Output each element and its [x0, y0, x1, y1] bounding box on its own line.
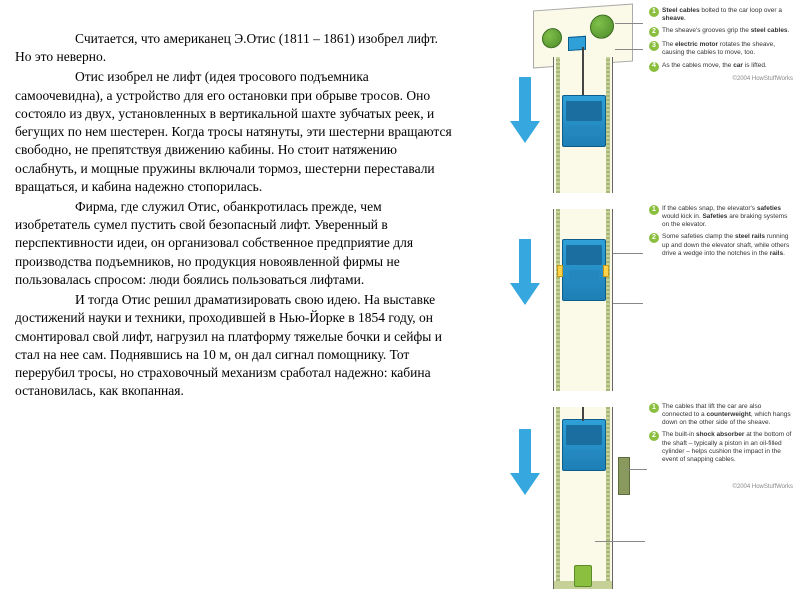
bullet-icon: 1: [649, 205, 659, 215]
paragraph-1: Считается, что американец Э.Отис (1811 –…: [15, 30, 455, 66]
lead-line: [615, 49, 643, 50]
elevator-shaft: [553, 209, 613, 391]
shaft-rail-left: [556, 407, 560, 589]
bullet-icon: 2: [649, 233, 659, 243]
elevator-shaft: [553, 57, 613, 193]
paragraph-3: Фирма, где служил Отис, обанкротилась пр…: [15, 198, 455, 289]
bullet-icon: 4: [649, 62, 659, 72]
elevator-car: [562, 419, 606, 471]
copyright-text: ©2004 HowStuffWorks: [649, 484, 793, 492]
shaft-rail-right: [606, 57, 610, 193]
note-text: The cables that lift the car are also co…: [662, 403, 793, 427]
shaft-rail-right: [606, 407, 610, 589]
panel-3-notes: 1The cables that lift the car are also c…: [649, 401, 795, 595]
paragraph-2: Отис изобрел не лифт (идея тросового под…: [15, 68, 455, 196]
elevator-shaft: [553, 407, 613, 589]
lead-line: [613, 303, 643, 304]
copyright-text: ©2004 HowStuffWorks: [649, 76, 793, 84]
article-text: Считается, что американец Э.Отис (1811 –…: [0, 0, 465, 600]
panel-1-notes: 1Steel cables bolted to the car loop ove…: [649, 5, 795, 199]
elevator-illustration-1: [465, 5, 645, 199]
lead-line: [627, 469, 647, 470]
motor-wheel-icon: [590, 14, 614, 40]
note-text: As the cables move, the car is lifted.: [662, 62, 767, 72]
note-text: The electric motor rotates the sheave, c…: [662, 41, 793, 57]
note-text: Some safeties clamp the steel rails runn…: [662, 233, 793, 257]
note-text: The sheave's grooves grip the steel cabl…: [662, 27, 789, 37]
steel-cables: [582, 407, 584, 421]
lead-line: [595, 541, 645, 542]
arrow-down-icon: [510, 77, 540, 147]
diagram-panel-2: 1If the cables snap, the elevator's safe…: [465, 203, 795, 397]
safety-clamp-icon: [557, 265, 563, 277]
bullet-icon: 3: [649, 41, 659, 51]
bullet-icon: 1: [649, 403, 659, 413]
elevator-illustration-3: [465, 401, 645, 595]
bullet-icon: 2: [649, 431, 659, 441]
bullet-icon: 2: [649, 27, 659, 37]
diagram-panel-3: 1The cables that lift the car are also c…: [465, 401, 795, 595]
note-text: If the cables snap, the elevator's safet…: [662, 205, 793, 229]
elevator-illustration-2: [465, 203, 645, 397]
bullet-icon: 1: [649, 7, 659, 17]
shaft-rail-left: [556, 209, 560, 391]
sheave-wheel-icon: [542, 27, 562, 48]
shock-absorber-icon: [574, 565, 592, 587]
elevator-car: [562, 239, 606, 301]
arrow-down-icon: [510, 239, 540, 309]
shaft-rail-right: [606, 209, 610, 391]
arrow-down-icon: [510, 429, 540, 499]
panel-2-notes: 1If the cables snap, the elevator's safe…: [649, 203, 795, 397]
elevator-car: [562, 95, 606, 147]
counterweight-icon: [618, 457, 630, 495]
diagram-column: 1Steel cables bolted to the car loop ove…: [465, 0, 800, 600]
note-text: Steel cables bolted to the car loop over…: [662, 7, 793, 23]
shaft-rail-left: [556, 57, 560, 193]
paragraph-4: И тогда Отис решил драматизировать свою …: [15, 291, 455, 400]
diagram-panel-1: 1Steel cables bolted to the car loop ove…: [465, 5, 795, 199]
note-text: The built-in shock absorber at the botto…: [662, 431, 793, 464]
lead-line: [615, 23, 643, 24]
lead-line: [613, 253, 643, 254]
safety-clamp-icon: [603, 265, 609, 277]
steel-cables: [582, 47, 584, 97]
